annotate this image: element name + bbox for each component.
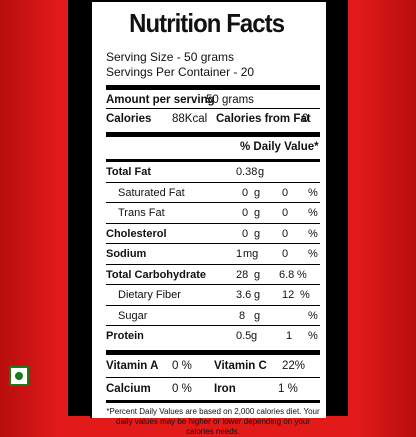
nutrient-label: Protein [106,330,144,342]
nutrient-value: 0.38 [236,166,258,178]
calories-from-fat-value: 0 [302,113,309,125]
nutrient-pct-sign: % [308,207,318,219]
nutrient-value: 0 [242,207,249,219]
veg-mark-icon [9,366,29,386]
amount-per-serving-value: 50 grams [206,94,254,106]
vitamin-value: 1 % [278,382,298,395]
nutrient-list: Total Fat 0.38 g Saturated Fat 0 g 0 % T… [106,162,320,346]
vitamin-label: Iron [214,382,236,395]
nutrient-pct: 0 [282,186,289,199]
nutrient-pct-sign: % [300,289,310,301]
nutrient-unit: g [254,186,261,199]
nutrient-unit: g [254,227,261,240]
nutrient-row-trans-fat: Trans Fat 0 g 0 % [106,203,320,223]
nutrient-row-total-fat: Total Fat 0.38 g [106,162,320,182]
calories-row: Calories 88Kcal Calories from Fat 0 [106,109,320,127]
nutrient-pct-sign: % [308,227,318,240]
nutrient-row-protein: Protein 0.5 g 1 % [106,326,320,346]
amount-per-serving-label: Amount per serving [106,94,215,106]
nutrient-value: 8 [239,309,246,322]
servings-per-container: Servings Per Container - 20 [106,65,255,79]
nutrient-row-sugar: Sugar 8 g % [106,306,320,326]
nutrient-label: Total Fat [106,166,152,178]
nutrient-pct: 1 [286,330,293,342]
nutrient-label: Cholesterol [106,227,167,240]
nutrient-value: 0.5 [236,330,252,342]
nutrient-pct: 0 [282,207,289,219]
nutrient-pct-sign: % [308,248,318,260]
nutrient-label: Total Carbohydrate [106,268,207,281]
amount-per-serving-row: Amount per serving 50 grams [106,90,320,108]
nutrient-row-saturated-fat: Saturated Fat 0 g 0 % [106,183,320,203]
nutrient-unit: g [254,289,261,301]
nutrient-label: Sugar [118,309,148,322]
vitamin-label: Vitamin C [214,359,267,372]
nutrient-pct: 0 [282,248,289,260]
nutrient-pct: 12 [282,289,295,301]
nutrient-unit: mg [243,248,259,260]
vitamin-value: 22% [282,359,306,372]
nutrient-label: Trans Fat [118,207,165,219]
nutrient-unit: g [251,330,258,342]
vitamin-row-calcium-iron: Calcium 0 % Iron 1 % [106,378,320,400]
nutrient-label: Sodium [106,248,147,260]
nutrient-label: Dietary Fiber [118,289,181,301]
serving-info: Serving Size - 50 grams Servings Per Con… [106,50,320,80]
vitamin-value: 0 % [172,359,192,372]
nutrient-unit: g [254,268,261,281]
vitamin-value: 0 % [172,382,192,395]
calories-from-fat-label: Calories from Fat [216,113,311,125]
nutrient-pct: 0 [282,227,289,240]
nutrient-pct-sign: % [308,186,318,199]
nutrient-value: 28 [236,268,249,281]
vitamin-row-a-c: Vitamin A 0 % Vitamin C 22% [106,355,320,377]
nutrient-value: 0 [242,186,249,199]
nutrient-value: 3.6 [236,289,252,301]
nutrient-pct-sign: % [308,330,318,342]
nutrient-pct-sign: % [308,309,318,322]
calories-value: 88Kcal [172,113,208,125]
nutrient-row-sodium: Sodium 1 mg 0 % [106,244,320,264]
vitamin-label: Calcium [106,382,151,395]
serving-size: Serving Size - 50 grams [106,50,235,64]
nutrient-row-dietary-fiber: Dietary Fiber 3.6 g 12 % [106,285,320,305]
nutrient-pct-sign: % [297,268,307,281]
nutrient-row-total-carbohydrate: Total Carbohydrate 28 g 6.8 % [106,265,320,285]
footnote: *Percent Daily Values are based on 2,000… [106,406,320,436]
nutrient-value: 0 [242,227,249,240]
label-title: Nutrition Facts [129,8,285,38]
nutrient-row-cholesterol: Cholesterol 0 g 0 % [106,224,320,244]
nutrient-unit: g [254,207,261,219]
nutrient-unit: g [254,309,261,322]
calories-label: Calories [106,113,152,125]
nutrient-label: Saturated Fat [118,186,185,199]
nutrient-unit: g [258,166,265,178]
nutrition-label: Nutrition Facts Serving Size - 50 grams … [90,2,326,436]
daily-value-header-row: % Daily Value* [106,137,320,155]
daily-value-header: % Daily Value* [240,141,319,153]
nutrient-value: 1 [236,248,243,260]
nutrient-pct: 6.8 [279,268,295,281]
vitamin-label: Vitamin A [106,359,159,372]
